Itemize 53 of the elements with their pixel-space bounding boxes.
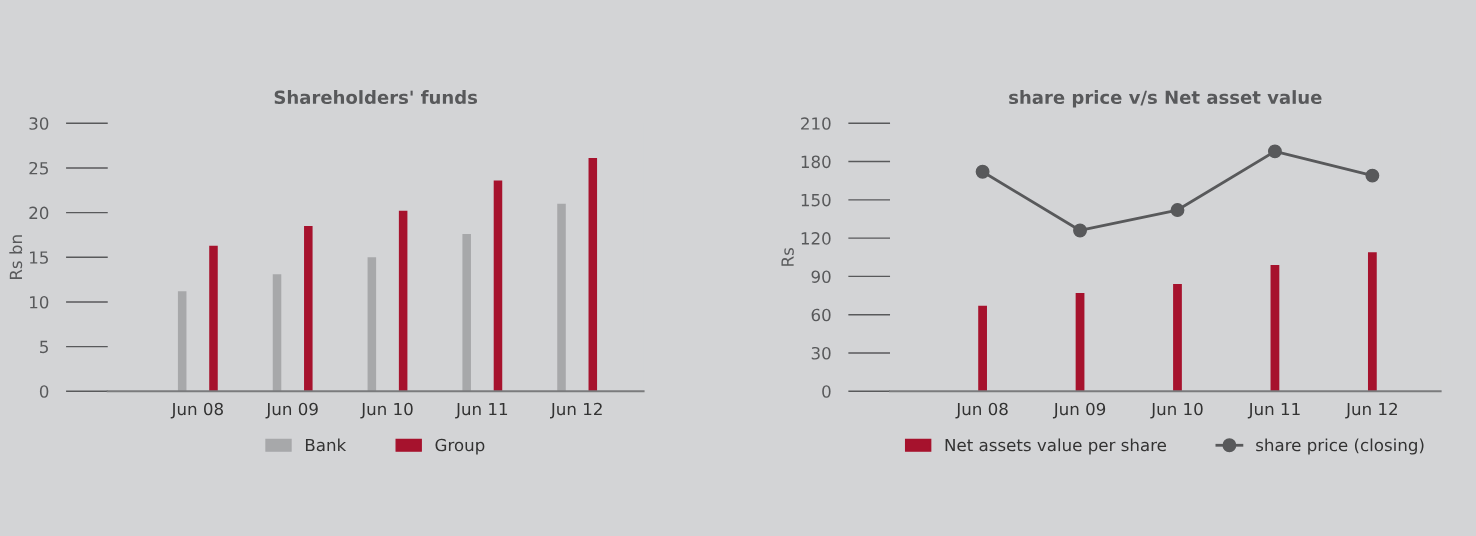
chart-title: Shareholders' funds <box>274 90 478 105</box>
y-axis-title: Rs bn <box>9 235 23 279</box>
bar <box>493 180 503 392</box>
bar <box>1367 252 1377 392</box>
y-tick-label: 60 <box>811 308 831 322</box>
x-tick-label: Jun 08 <box>955 402 1008 419</box>
x-tick-label: Jun 09 <box>1052 402 1106 419</box>
legend-label: share price (closing) <box>1256 438 1424 455</box>
x-tick-label: Jun 11 <box>455 402 508 419</box>
bar <box>1075 293 1085 392</box>
y-tick-label: 90 <box>811 270 831 283</box>
y-tick-label: 30 <box>29 117 49 130</box>
x-tick-label: Jun 12 <box>550 402 602 419</box>
y-tick-label: 20 <box>29 206 49 220</box>
legend-label: Net assets value per share <box>945 438 1167 455</box>
x-tick-label: Jun 11 <box>1247 402 1300 419</box>
bar <box>398 210 408 392</box>
point <box>1267 144 1282 159</box>
y-tick-label: 0 <box>822 385 831 398</box>
x-tick-label: Jun 10 <box>1150 402 1203 419</box>
bar <box>209 245 218 392</box>
point <box>975 164 990 179</box>
y-tick-label: 15 <box>30 251 48 264</box>
x-tick-label: Jun 08 <box>170 402 223 419</box>
y-tick-label: 0 <box>39 385 49 398</box>
y-tick-label: 120 <box>801 232 831 245</box>
x-tick-label: Jun 09 <box>265 402 318 419</box>
chart-title: share price v/s Net asset value <box>1009 90 1322 108</box>
y-tick-label: 30 <box>811 346 831 360</box>
bar <box>588 158 598 392</box>
y-tick-label: 180 <box>801 155 831 169</box>
bar <box>272 274 282 392</box>
point <box>1073 223 1087 238</box>
bar <box>367 257 377 392</box>
bar <box>1173 284 1182 392</box>
y-tick-label: 10 <box>30 295 49 309</box>
bar <box>1270 264 1280 392</box>
legend-label: Bank <box>305 438 347 452</box>
x-tick-label: Jun 10 <box>360 402 413 419</box>
y-axis-title: Rs <box>781 247 794 266</box>
bar <box>462 234 471 392</box>
point <box>1170 203 1185 218</box>
y-tick-label: 210 <box>801 117 831 130</box>
bar <box>304 226 313 392</box>
bar <box>978 305 987 392</box>
bar <box>557 203 566 392</box>
point <box>1365 168 1380 183</box>
y-tick-label: 150 <box>801 193 831 207</box>
x-tick-label: Jun 12 <box>1345 402 1397 419</box>
y-tick-label: 5 <box>40 340 48 354</box>
bar <box>177 291 187 392</box>
y-tick-label: 25 <box>29 161 48 175</box>
legend-label: Group <box>435 438 485 455</box>
